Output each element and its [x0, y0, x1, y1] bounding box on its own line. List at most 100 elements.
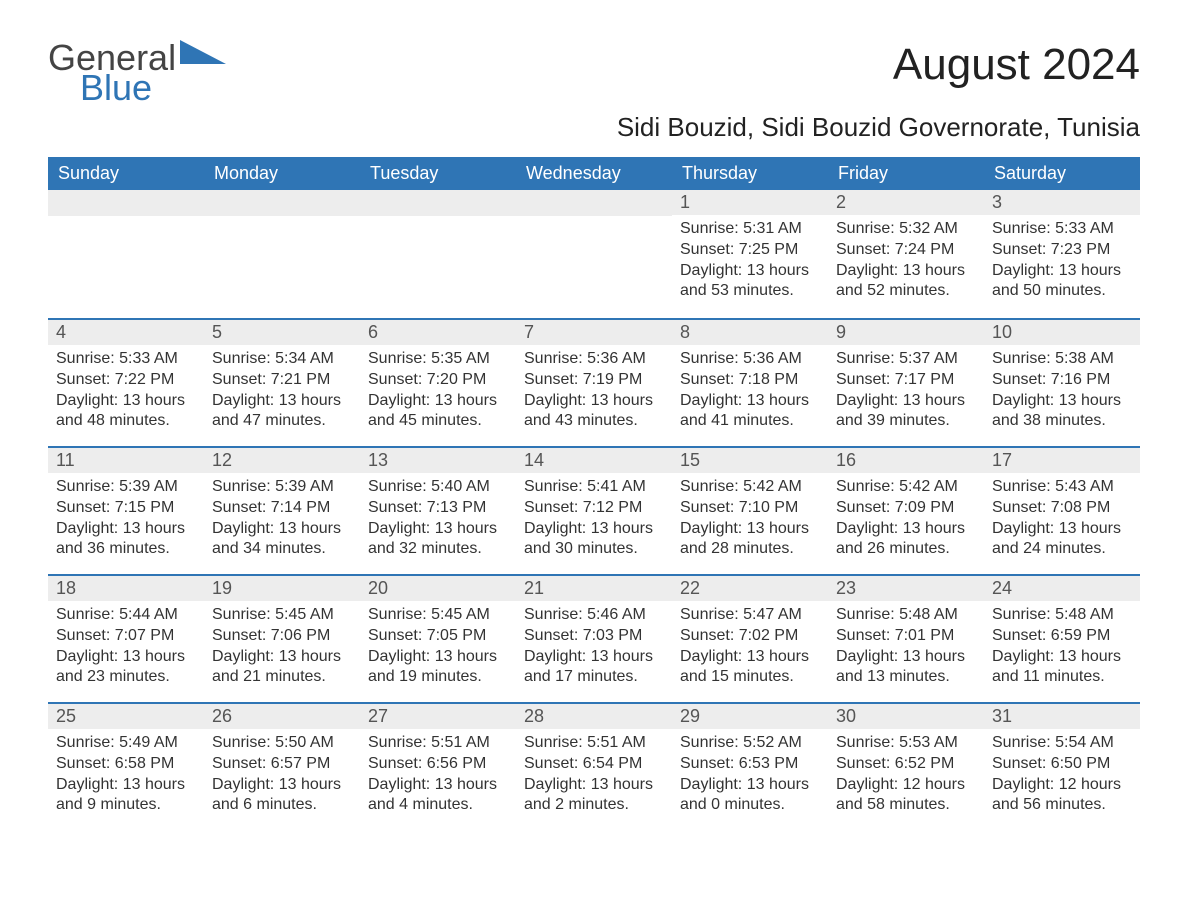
day-body: Sunrise: 5:39 AMSunset: 7:15 PMDaylight:…: [48, 473, 204, 568]
sunset-text: Sunset: 7:10 PM: [680, 498, 820, 519]
daylight-text: Daylight: 13 hours and 4 minutes.: [368, 775, 508, 817]
sunset-text: Sunset: 6:52 PM: [836, 754, 976, 775]
sunrise-text: Sunrise: 5:53 AM: [836, 733, 976, 754]
day-number: 25: [48, 702, 204, 729]
daylight-text: Daylight: 12 hours and 58 minutes.: [836, 775, 976, 817]
sunset-text: Sunset: 6:53 PM: [680, 754, 820, 775]
calendar-day-cell: 17Sunrise: 5:43 AMSunset: 7:08 PMDayligh…: [984, 446, 1140, 574]
day-body: Sunrise: 5:54 AMSunset: 6:50 PMDaylight:…: [984, 729, 1140, 824]
day-body: Sunrise: 5:37 AMSunset: 7:17 PMDaylight:…: [828, 345, 984, 440]
day-number: 22: [672, 574, 828, 601]
day-number: 10: [984, 318, 1140, 345]
daylight-text: Daylight: 13 hours and 21 minutes.: [212, 647, 352, 689]
day-body: Sunrise: 5:47 AMSunset: 7:02 PMDaylight:…: [672, 601, 828, 696]
sunset-text: Sunset: 7:17 PM: [836, 370, 976, 391]
sunset-text: Sunset: 7:24 PM: [836, 240, 976, 261]
day-number: 4: [48, 318, 204, 345]
day-body: Sunrise: 5:52 AMSunset: 6:53 PMDaylight:…: [672, 729, 828, 824]
daylight-text: Daylight: 13 hours and 17 minutes.: [524, 647, 664, 689]
daylight-text: Daylight: 13 hours and 28 minutes.: [680, 519, 820, 561]
sunrise-text: Sunrise: 5:42 AM: [680, 477, 820, 498]
sunrise-text: Sunrise: 5:33 AM: [992, 219, 1132, 240]
calendar-day-cell: 23Sunrise: 5:48 AMSunset: 7:01 PMDayligh…: [828, 574, 984, 702]
calendar-day-cell: 19Sunrise: 5:45 AMSunset: 7:06 PMDayligh…: [204, 574, 360, 702]
day-number: 8: [672, 318, 828, 345]
day-body: Sunrise: 5:33 AMSunset: 7:23 PMDaylight:…: [984, 215, 1140, 310]
daylight-text: Daylight: 13 hours and 48 minutes.: [56, 391, 196, 433]
daylight-text: Daylight: 13 hours and 50 minutes.: [992, 261, 1132, 303]
day-body: Sunrise: 5:53 AMSunset: 6:52 PMDaylight:…: [828, 729, 984, 824]
weekday-header-row: SundayMondayTuesdayWednesdayThursdayFrid…: [48, 157, 1140, 190]
weekday-header: Sunday: [48, 157, 204, 190]
weekday-header: Tuesday: [360, 157, 516, 190]
weekday-header: Monday: [204, 157, 360, 190]
day-number: 5: [204, 318, 360, 345]
calendar-day-cell: 31Sunrise: 5:54 AMSunset: 6:50 PMDayligh…: [984, 702, 1140, 830]
sunset-text: Sunset: 6:56 PM: [368, 754, 508, 775]
day-number: 6: [360, 318, 516, 345]
daylight-text: Daylight: 13 hours and 0 minutes.: [680, 775, 820, 817]
sunset-text: Sunset: 7:16 PM: [992, 370, 1132, 391]
day-number: 15: [672, 446, 828, 473]
month-title: August 2024: [893, 40, 1140, 90]
calendar-day-cell: 4Sunrise: 5:33 AMSunset: 7:22 PMDaylight…: [48, 318, 204, 446]
sunrise-text: Sunrise: 5:42 AM: [836, 477, 976, 498]
sunrise-text: Sunrise: 5:34 AM: [212, 349, 352, 370]
daylight-text: Daylight: 13 hours and 30 minutes.: [524, 519, 664, 561]
daylight-text: Daylight: 13 hours and 24 minutes.: [992, 519, 1132, 561]
empty-day-bar: [516, 190, 672, 216]
calendar-day-cell: 24Sunrise: 5:48 AMSunset: 6:59 PMDayligh…: [984, 574, 1140, 702]
daylight-text: Daylight: 13 hours and 13 minutes.: [836, 647, 976, 689]
sunrise-text: Sunrise: 5:39 AM: [56, 477, 196, 498]
sunrise-text: Sunrise: 5:33 AM: [56, 349, 196, 370]
daylight-text: Daylight: 13 hours and 9 minutes.: [56, 775, 196, 817]
sunset-text: Sunset: 7:19 PM: [524, 370, 664, 391]
calendar-empty-cell: [204, 190, 360, 318]
empty-day-bar: [360, 190, 516, 216]
sunrise-text: Sunrise: 5:46 AM: [524, 605, 664, 626]
sunrise-text: Sunrise: 5:45 AM: [212, 605, 352, 626]
day-number: 7: [516, 318, 672, 345]
day-body: Sunrise: 5:49 AMSunset: 6:58 PMDaylight:…: [48, 729, 204, 824]
calendar-week-row: 1Sunrise: 5:31 AMSunset: 7:25 PMDaylight…: [48, 190, 1140, 318]
day-body: Sunrise: 5:36 AMSunset: 7:18 PMDaylight:…: [672, 345, 828, 440]
sunrise-text: Sunrise: 5:37 AM: [836, 349, 976, 370]
calendar-table: SundayMondayTuesdayWednesdayThursdayFrid…: [48, 157, 1140, 830]
calendar-day-cell: 11Sunrise: 5:39 AMSunset: 7:15 PMDayligh…: [48, 446, 204, 574]
calendar-day-cell: 9Sunrise: 5:37 AMSunset: 7:17 PMDaylight…: [828, 318, 984, 446]
calendar-day-cell: 1Sunrise: 5:31 AMSunset: 7:25 PMDaylight…: [672, 190, 828, 318]
day-body: Sunrise: 5:36 AMSunset: 7:19 PMDaylight:…: [516, 345, 672, 440]
sunset-text: Sunset: 7:08 PM: [992, 498, 1132, 519]
calendar-day-cell: 15Sunrise: 5:42 AMSunset: 7:10 PMDayligh…: [672, 446, 828, 574]
calendar-week-row: 18Sunrise: 5:44 AMSunset: 7:07 PMDayligh…: [48, 574, 1140, 702]
sunset-text: Sunset: 7:03 PM: [524, 626, 664, 647]
day-body: Sunrise: 5:42 AMSunset: 7:10 PMDaylight:…: [672, 473, 828, 568]
day-body: Sunrise: 5:31 AMSunset: 7:25 PMDaylight:…: [672, 215, 828, 310]
daylight-text: Daylight: 12 hours and 56 minutes.: [992, 775, 1132, 817]
logo-triangle-icon: [180, 40, 226, 69]
sunrise-text: Sunrise: 5:48 AM: [992, 605, 1132, 626]
sunrise-text: Sunrise: 5:45 AM: [368, 605, 508, 626]
calendar-empty-cell: [516, 190, 672, 318]
day-number: 12: [204, 446, 360, 473]
sunset-text: Sunset: 7:13 PM: [368, 498, 508, 519]
day-body: Sunrise: 5:41 AMSunset: 7:12 PMDaylight:…: [516, 473, 672, 568]
empty-day-bar: [48, 190, 204, 216]
calendar-day-cell: 6Sunrise: 5:35 AMSunset: 7:20 PMDaylight…: [360, 318, 516, 446]
daylight-text: Daylight: 13 hours and 38 minutes.: [992, 391, 1132, 433]
header-row: General Blue August 2024: [48, 40, 1140, 106]
day-number: 27: [360, 702, 516, 729]
logo: General Blue: [48, 40, 226, 106]
daylight-text: Daylight: 13 hours and 19 minutes.: [368, 647, 508, 689]
sunset-text: Sunset: 6:57 PM: [212, 754, 352, 775]
day-number: 28: [516, 702, 672, 729]
day-body: Sunrise: 5:45 AMSunset: 7:06 PMDaylight:…: [204, 601, 360, 696]
calendar-day-cell: 20Sunrise: 5:45 AMSunset: 7:05 PMDayligh…: [360, 574, 516, 702]
sunrise-text: Sunrise: 5:50 AM: [212, 733, 352, 754]
sunset-text: Sunset: 7:02 PM: [680, 626, 820, 647]
day-number: 31: [984, 702, 1140, 729]
day-body: Sunrise: 5:50 AMSunset: 6:57 PMDaylight:…: [204, 729, 360, 824]
sunrise-text: Sunrise: 5:51 AM: [368, 733, 508, 754]
sunrise-text: Sunrise: 5:36 AM: [680, 349, 820, 370]
calendar-day-cell: 29Sunrise: 5:52 AMSunset: 6:53 PMDayligh…: [672, 702, 828, 830]
